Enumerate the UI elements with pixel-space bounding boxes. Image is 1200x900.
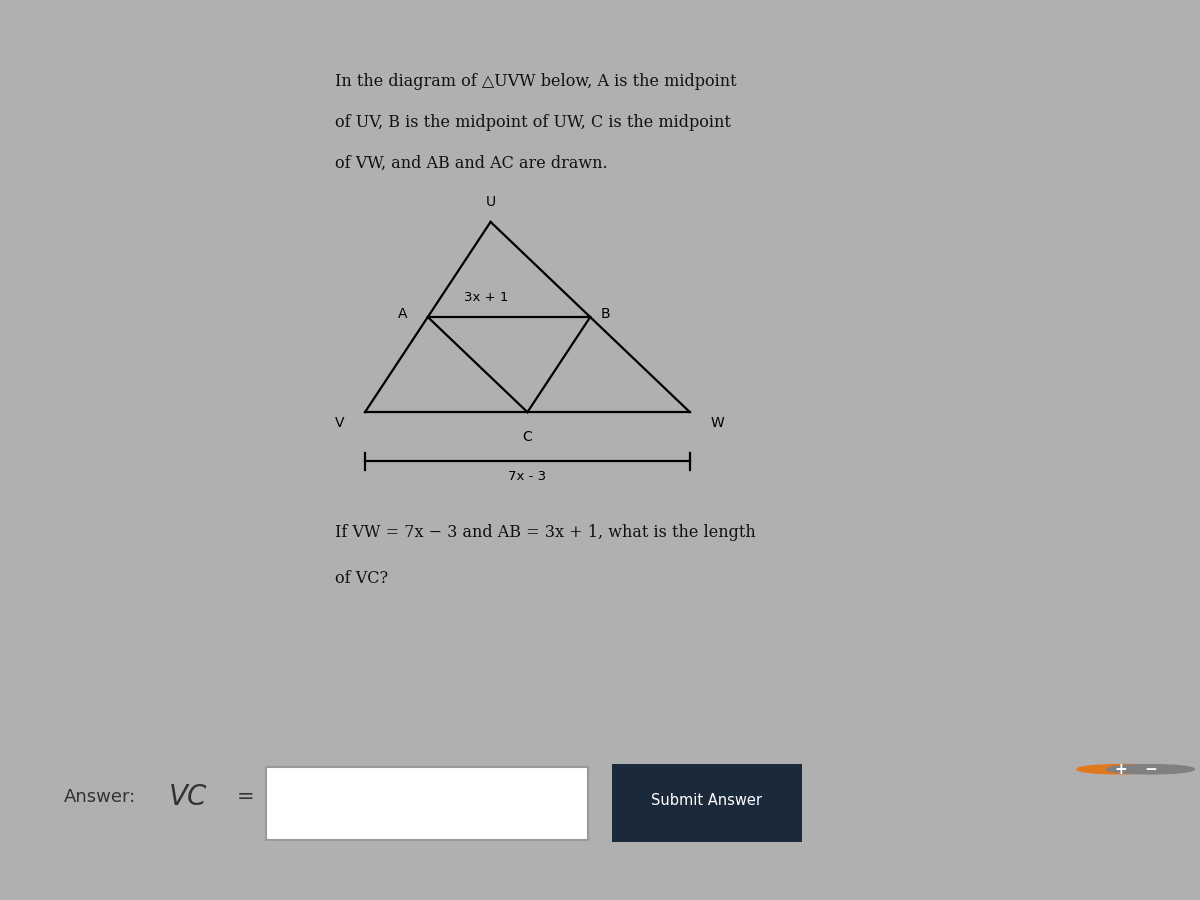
Text: −: −: [1145, 761, 1157, 777]
Text: In the diagram of △UVW below, A is the midpoint: In the diagram of △UVW below, A is the m…: [335, 73, 737, 90]
Text: B: B: [600, 307, 611, 320]
Circle shape: [1106, 765, 1194, 774]
Text: Answer:: Answer:: [65, 788, 137, 806]
Text: U: U: [486, 195, 496, 210]
Text: 7x - 3: 7x - 3: [509, 470, 546, 482]
Text: of VW, and AB and AC are drawn.: of VW, and AB and AC are drawn.: [335, 155, 607, 172]
Text: of UV, B is the midpoint of UW, C is the midpoint: of UV, B is the midpoint of UW, C is the…: [335, 113, 731, 130]
Text: W: W: [710, 416, 725, 429]
Bar: [612, 764, 802, 842]
Text: V: V: [335, 416, 344, 429]
Text: of VC?: of VC?: [335, 570, 388, 587]
Text: If VW = 7x − 3 and AB = 3x + 1, what is the length: If VW = 7x − 3 and AB = 3x + 1, what is …: [335, 525, 756, 542]
Text: C: C: [522, 429, 533, 444]
Bar: [266, 767, 588, 840]
Circle shape: [1076, 765, 1164, 774]
Text: +: +: [1115, 761, 1127, 777]
Text: Submit Answer: Submit Answer: [652, 793, 762, 808]
Text: 3x + 1: 3x + 1: [463, 292, 508, 304]
Text: =: =: [238, 788, 254, 807]
Text: $\it{VC}$: $\it{VC}$: [168, 783, 209, 811]
Text: A: A: [397, 307, 407, 320]
